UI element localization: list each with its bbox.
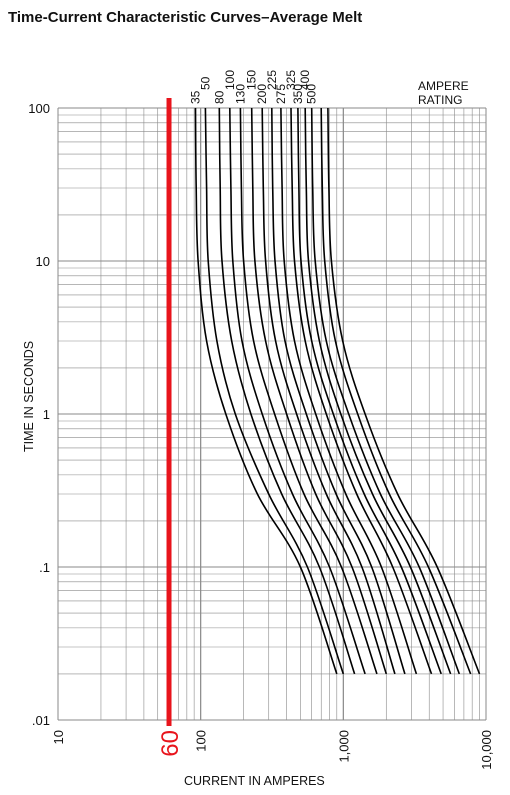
curve-group xyxy=(194,107,481,675)
rating-label-500: 500 xyxy=(305,84,319,104)
rating-label-325: 325 xyxy=(284,70,298,90)
curve-unlabeled-14 xyxy=(327,107,481,675)
rating-label-50: 50 xyxy=(198,76,212,90)
rating-label-275: 275 xyxy=(274,84,288,104)
curve-100 xyxy=(229,107,366,675)
x-tick-group: 10 100 1,000 10,000 xyxy=(51,730,494,770)
rating-label-130: 130 xyxy=(233,84,247,104)
curve-325 xyxy=(290,107,433,675)
rating-label-35: 35 xyxy=(189,90,203,104)
rating-label-225: 225 xyxy=(265,70,279,90)
curve-35 xyxy=(194,107,338,675)
highlight-group: 60 xyxy=(157,98,184,757)
curve-275 xyxy=(280,107,418,675)
y-tick-label: 10 xyxy=(36,254,50,269)
highlight-label-60: 60 xyxy=(157,730,184,757)
legend-title-line-2: RATING xyxy=(418,93,462,107)
x-tick-label: 1,000 xyxy=(336,730,351,763)
rating-label-200: 200 xyxy=(255,84,269,104)
rating-label-400: 400 xyxy=(298,70,312,90)
curve-50 xyxy=(204,107,345,675)
curve-80 xyxy=(218,107,356,675)
rating-label-80: 80 xyxy=(212,90,226,104)
x-axis-label: CURRENT IN AMPERES xyxy=(184,774,325,788)
curve-unlabeled-13 xyxy=(320,107,472,675)
y-tick-label: .1 xyxy=(39,560,50,575)
curve-500 xyxy=(310,107,461,675)
legend-title-line-1: AMPERE xyxy=(418,79,469,93)
x-tick-label: 10,000 xyxy=(479,730,494,770)
curve-200 xyxy=(261,107,396,675)
curve-400 xyxy=(304,107,452,675)
rating-label-100: 100 xyxy=(223,70,237,90)
y-tick-label: .01 xyxy=(32,713,50,728)
x-tick-label: 10 xyxy=(51,730,66,744)
curve-225 xyxy=(271,107,406,675)
grid xyxy=(57,107,487,721)
chart-title: Time-Current Characteristic Curves–Avera… xyxy=(8,9,362,26)
y-tick-label: 100 xyxy=(28,101,50,116)
y-tick-label: 1 xyxy=(43,407,50,422)
rating-label-350: 350 xyxy=(291,84,305,104)
y-axis-label: TIME IN SECONDS xyxy=(22,341,36,452)
curve-130 xyxy=(239,107,378,675)
rating-label-150: 150 xyxy=(245,70,259,90)
curve-150 xyxy=(250,107,388,675)
x-tick-label: 100 xyxy=(194,730,209,752)
y-tick-group: 100 10 1 .1 .01 xyxy=(28,101,50,728)
curve-350 xyxy=(297,107,442,675)
